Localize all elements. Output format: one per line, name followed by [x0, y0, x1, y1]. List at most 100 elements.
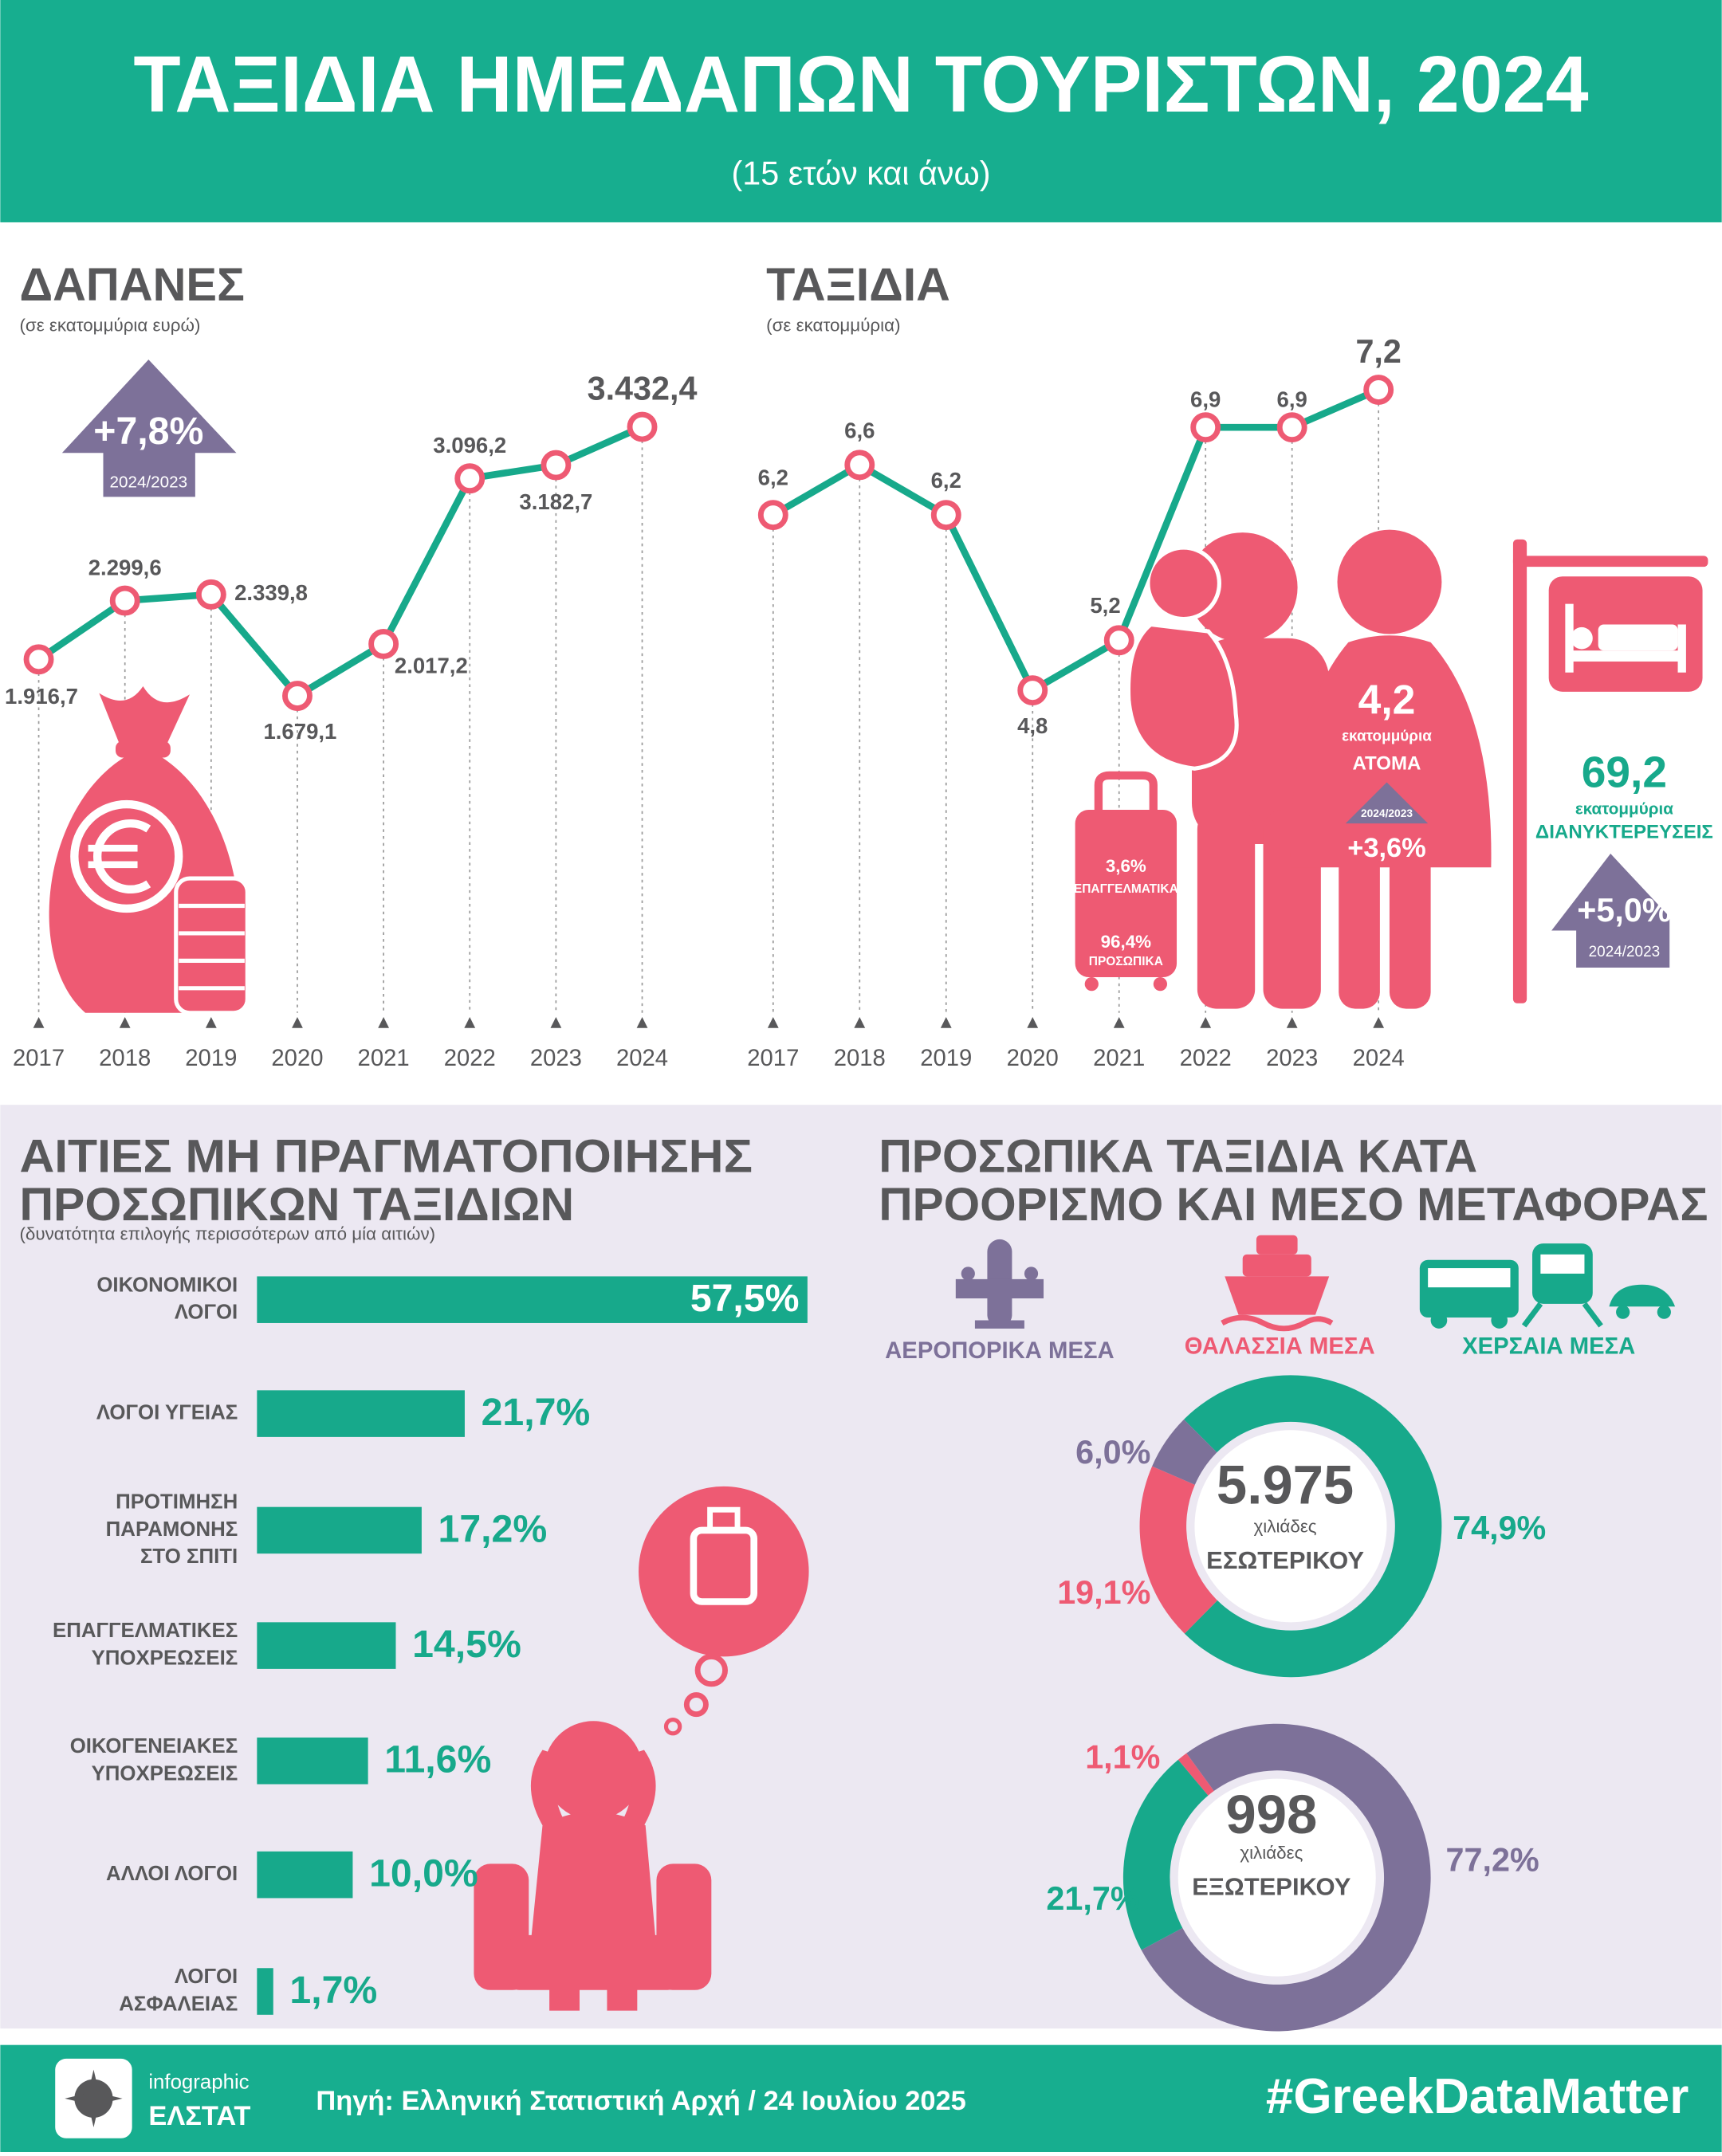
bed-sign-icon-part: [1565, 603, 1574, 673]
category-label: ΥΠΟΧΡΕΩΣΕΙΣ: [92, 1647, 238, 1670]
donut-unit: χιλιάδες: [1254, 1516, 1317, 1536]
land-transport-icon: [1419, 1243, 1676, 1329]
tick-mark: [767, 1016, 779, 1028]
bar: [257, 1737, 368, 1785]
change-period: 2024/2023: [109, 473, 187, 492]
marker: [1276, 412, 1307, 443]
land-transport-icon-part: [1491, 1312, 1508, 1329]
donut-segment: [1139, 1466, 1218, 1634]
tick-mark: [636, 1016, 648, 1028]
marker: [1103, 625, 1134, 656]
money-bag-icon-part: [99, 685, 190, 748]
tick-mark: [205, 1016, 217, 1028]
thinking-person-icon-part: [607, 1976, 638, 2011]
money-bag-icon-part: [92, 819, 151, 893]
thinking-person-icon-part: [694, 1653, 728, 1687]
thinking-person-icon-part: [508, 1934, 678, 1990]
x-tick-label: 2024: [616, 1046, 668, 1071]
x-tick-label: 2021: [1093, 1046, 1145, 1071]
value-label: 6,2: [758, 465, 788, 490]
persons-box-part: [1345, 782, 1429, 824]
money-bag-icon-part: [115, 740, 171, 758]
value-label: 11,6%: [384, 1738, 491, 1781]
footer-part: [65, 2069, 123, 2128]
section-title: ΔΑΠΑΝΕΣ: [19, 259, 244, 311]
marker: [757, 500, 788, 531]
x-tick-label: 2022: [1180, 1046, 1232, 1071]
legend-label: ΘΑΛΑΣΣΙΑ ΜΕΣΑ: [1185, 1334, 1375, 1360]
legend-label: ΑΕΡΟΠΟΡΙΚΑ ΜΕΣΑ: [885, 1338, 1114, 1364]
value-label: 14,5%: [412, 1623, 521, 1666]
category-label: ΠΑΡΑΜΟΝΗΣ: [106, 1518, 238, 1541]
value-label: 4,8: [1017, 713, 1048, 738]
thinking-person-icon: [474, 1486, 809, 2011]
donut-hole: [1194, 1430, 1387, 1623]
tick-mark: [378, 1016, 389, 1028]
overnights-unit: εκατομμύρια: [1575, 799, 1673, 818]
x-tick-label: 2018: [834, 1046, 886, 1071]
marker: [195, 579, 226, 610]
overnights-value: 69,2: [1582, 747, 1667, 796]
marker: [1190, 412, 1221, 443]
overnights-box-part: [1551, 854, 1670, 968]
purpose-label: ΠΡΟΣΩΠΙΚΑ: [1089, 955, 1163, 968]
value-label: 2.299,6: [88, 555, 162, 579]
bar: [257, 1276, 808, 1323]
donut-total: 998: [1225, 1784, 1317, 1845]
section-title: ΠΡΟΟΡΙΣΜΟ ΚΑΙ ΜΕΣΟ ΜΕΤΑΦΟΡΑΣ: [879, 1179, 1708, 1231]
bed-sign-icon-part: [1512, 539, 1527, 1003]
value-label: 21,7%: [1046, 1880, 1139, 1917]
bed-sign-icon-part: [1512, 556, 1708, 567]
land-transport-icon-part: [1657, 1305, 1671, 1319]
suitcase-icon-part: [1094, 771, 1158, 813]
thinking-person-icon-part: [683, 1692, 709, 1718]
footer-band: [0, 2044, 1722, 2152]
page-title: ΤΑΞΙΔΙΑ ΗΜΕΔΑΠΩΝ ΤΟΥΡΙΣΤΩΝ, 2024: [133, 41, 1588, 129]
persons-period: 2024/2023: [1361, 807, 1413, 819]
category-label: ΛΟΓΟΙ: [175, 1966, 238, 1988]
money-bag-icon-part: [70, 799, 183, 913]
persons-label: ΑΤΟΜΑ: [1353, 752, 1421, 774]
donut-segment: [1177, 1753, 1214, 1796]
value-label: 7,2: [1355, 333, 1401, 370]
tick-mark: [940, 1016, 952, 1028]
value-label: 57,5%: [690, 1277, 800, 1320]
value-label: 10,0%: [369, 1852, 478, 1895]
persons-value: 4,2: [1358, 676, 1416, 722]
footer: infographic ΕΛΣΤΑΤ Πηγή: Ελληνική Στατισ…: [55, 2058, 1689, 2138]
category-label: ΥΠΟΧΡΕΩΣΕΙΣ: [92, 1762, 238, 1785]
value-label: 6,2: [931, 468, 961, 493]
marker: [541, 450, 572, 481]
value-label: 17,2%: [438, 1507, 548, 1550]
legend-label: ΧΕΡΣΑΙΑ ΜΕΣΑ: [1462, 1334, 1635, 1360]
bar: [257, 1390, 465, 1437]
donut-name: ΕΣΩΤΕΡΙΚΟΥ: [1206, 1546, 1364, 1574]
section-title: ΤΑΞΙΔΙΑ: [766, 259, 950, 311]
thinking-person-icon-part: [530, 1750, 564, 1826]
family-icon-part: [1339, 850, 1380, 1009]
x-tick-label: 2023: [530, 1046, 582, 1071]
land-transport-icon-part: [1430, 1312, 1448, 1329]
ship-icon: [1221, 1235, 1334, 1332]
land-transport-icon-part: [1521, 1302, 1543, 1328]
marker: [282, 681, 313, 711]
persons-box: 4,2 εκατομμύρια ΑΤΟΜΑ 2024/2023 +3,6%: [1342, 676, 1432, 863]
section-title: ΑΙΤΙΕΣ ΜΗ ΠΡΑΓΜΑΤΟΠΟΙΗΣΗΣ: [19, 1131, 753, 1183]
source: Πηγή: Ελληνική Στατιστική Αρχή / 24 Ιουλ…: [316, 2086, 965, 2116]
x-tick-label: 2022: [444, 1046, 496, 1071]
value-label: 2.339,8: [234, 580, 308, 605]
category-label: ΕΠΑΓΓΕΛΜΑΤΙΚΕΣ: [53, 1620, 238, 1642]
value-label: 2.017,2: [395, 653, 468, 677]
value-label: 3.182,7: [519, 489, 592, 514]
category-label: ΣΤΟ ΣΠΙΤΙ: [140, 1545, 238, 1568]
section-title: ΠΡΟΣΩΠΙΚΩΝ ΤΑΞΙΔΙΩΝ: [19, 1179, 574, 1231]
ship-icon-part: [1221, 1314, 1334, 1332]
marker: [844, 450, 875, 481]
change-arrow-part: [61, 359, 237, 497]
plane-icon: [955, 1239, 1044, 1329]
category-label: ΟΙΚΟΝΟΜΙΚΟΙ: [96, 1274, 238, 1296]
tick-mark: [33, 1016, 45, 1028]
bed-sign-icon: [1512, 539, 1708, 1003]
land-transport-icon-part: [1616, 1305, 1630, 1319]
